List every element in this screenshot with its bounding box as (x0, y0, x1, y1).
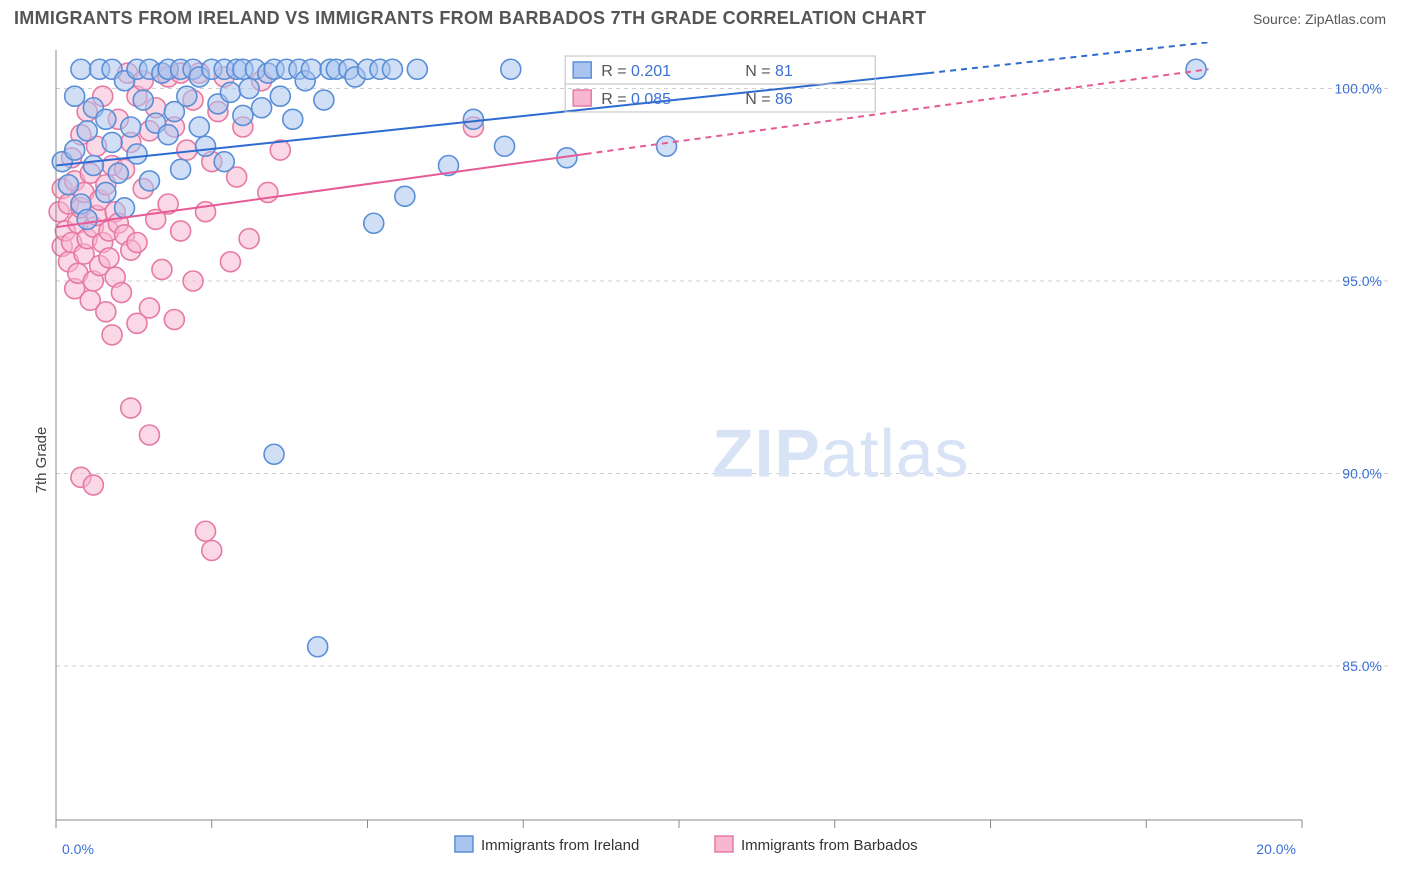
svg-text:95.0%: 95.0% (1342, 273, 1382, 289)
svg-text:90.0%: 90.0% (1342, 466, 1382, 482)
svg-text:N = 86: N = 86 (745, 91, 793, 108)
chart-source: Source: ZipAtlas.com (1253, 11, 1386, 27)
svg-text:R = 0.201: R = 0.201 (601, 63, 671, 80)
svg-text:0.0%: 0.0% (62, 841, 94, 857)
y-axis-label: 7th Grade (33, 427, 50, 494)
series-immigrants-from-ireland (52, 59, 1206, 657)
svg-text:Immigrants from Barbados: Immigrants from Barbados (741, 837, 918, 854)
svg-text:R = 0.085: R = 0.085 (601, 91, 671, 108)
svg-text:100.0%: 100.0% (1335, 81, 1382, 97)
source-label: Source: (1253, 11, 1305, 27)
svg-text:Immigrants from Ireland: Immigrants from Ireland (481, 837, 639, 854)
chart-area: 7th Grade ZIPatlas 0.0% 20.0% 85.0% 90.0% 95.… (14, 42, 1392, 878)
svg-text:ZIPatlas: ZIPatlas (712, 416, 969, 492)
svg-text:N = 81: N = 81 (745, 63, 793, 80)
source-value: ZipAtlas.com (1305, 11, 1386, 27)
svg-text:85.0%: 85.0% (1342, 658, 1382, 674)
scatter-chart: ZIPatlas 0.0% 20.0% 85.0% 90.0% 95.0% 100.0% R … (14, 42, 1392, 878)
chart-header: IMMIGRANTS FROM IRELAND VS IMMIGRANTS FR… (0, 0, 1406, 33)
chart-title: IMMIGRANTS FROM IRELAND VS IMMIGRANTS FR… (14, 8, 926, 29)
svg-text:20.0%: 20.0% (1256, 841, 1296, 857)
